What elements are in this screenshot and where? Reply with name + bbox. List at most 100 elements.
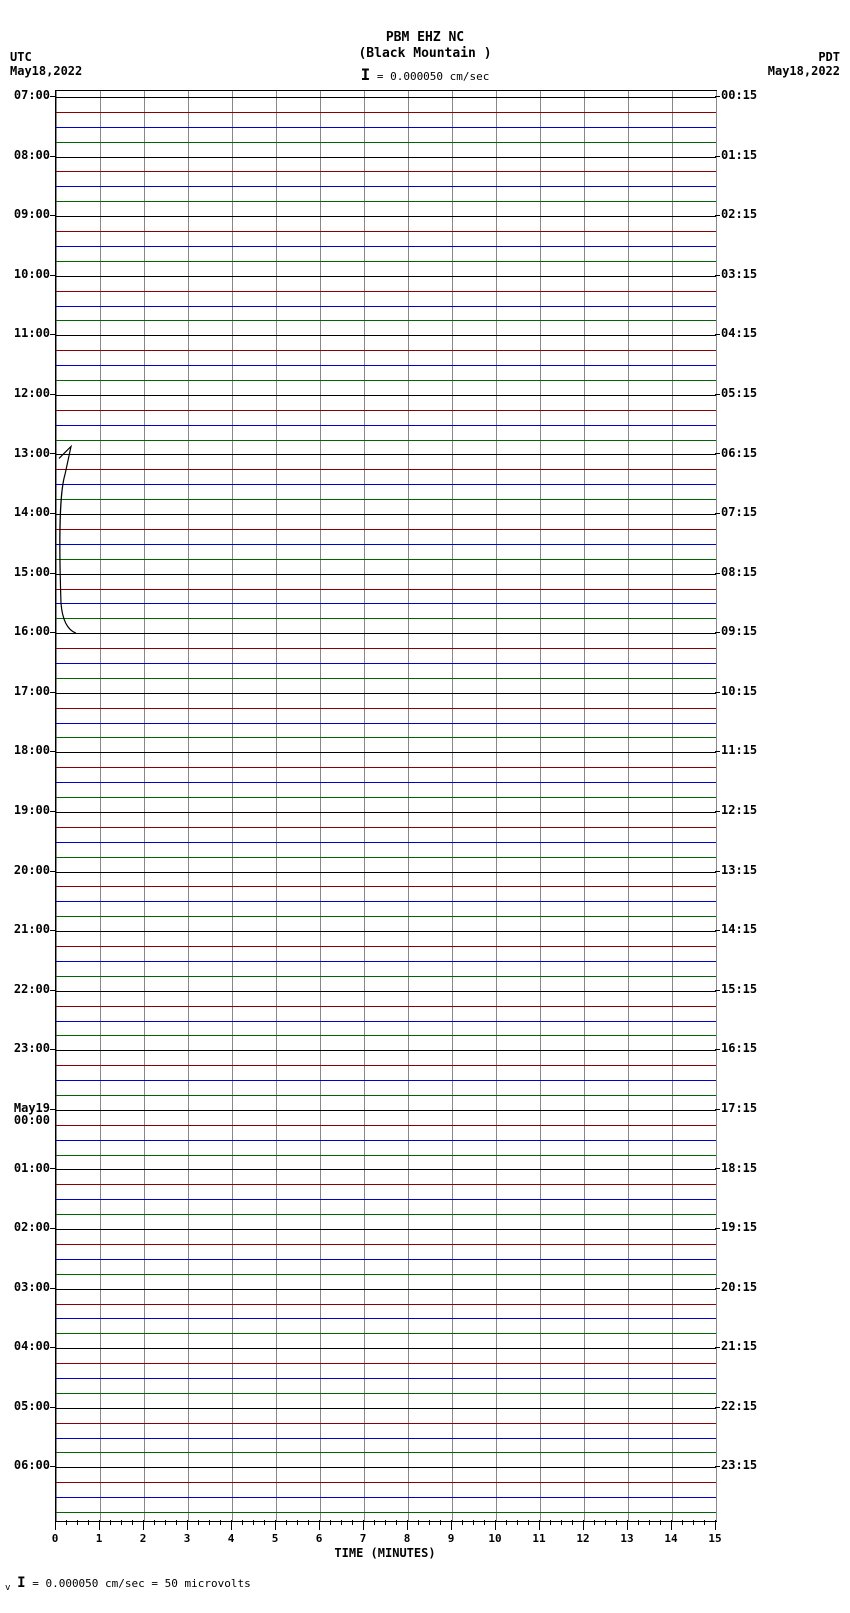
y-tick-right bbox=[715, 334, 720, 335]
utc-time-label: 01:00 bbox=[0, 1161, 50, 1175]
x-minor-tick bbox=[561, 1520, 562, 1525]
y-tick-left bbox=[50, 1109, 55, 1110]
pdt-time-label: 08:15 bbox=[721, 565, 757, 579]
x-minor-tick bbox=[220, 1520, 221, 1525]
y-tick-left bbox=[50, 513, 55, 514]
utc-time-label: 04:00 bbox=[0, 1339, 50, 1353]
pdt-time-label: 01:15 bbox=[721, 148, 757, 162]
pdt-time-label: 13:15 bbox=[721, 863, 757, 877]
utc-time-label: 09:00 bbox=[0, 207, 50, 221]
x-minor-tick bbox=[583, 1520, 584, 1525]
utc-time-label: 14:00 bbox=[0, 505, 50, 519]
y-tick-right bbox=[715, 275, 720, 276]
x-minor-tick bbox=[506, 1520, 507, 1525]
utc-time-label: 17:00 bbox=[0, 684, 50, 698]
y-tick-right bbox=[715, 215, 720, 216]
station-title: PBM EHZ NC bbox=[0, 30, 850, 45]
x-tick-label: 12 bbox=[573, 1532, 593, 1545]
date-right-label: May18,2022 bbox=[768, 64, 840, 78]
y-tick-right bbox=[715, 513, 720, 514]
x-tick-label: 1 bbox=[89, 1532, 109, 1545]
x-minor-tick bbox=[649, 1520, 650, 1525]
x-tick-label: 13 bbox=[617, 1532, 637, 1545]
pdt-time-label: 16:15 bbox=[721, 1041, 757, 1055]
x-minor-tick bbox=[385, 1520, 386, 1525]
y-tick-left bbox=[50, 1228, 55, 1229]
y-tick-left bbox=[50, 1288, 55, 1289]
x-minor-tick bbox=[682, 1520, 683, 1525]
x-minor-tick bbox=[253, 1520, 254, 1525]
x-minor-tick bbox=[264, 1520, 265, 1525]
utc-time-label: 23:00 bbox=[0, 1041, 50, 1055]
y-tick-right bbox=[715, 811, 720, 812]
x-minor-tick bbox=[77, 1520, 78, 1525]
y-tick-left bbox=[50, 453, 55, 454]
x-minor-tick bbox=[198, 1520, 199, 1525]
y-tick-right bbox=[715, 1407, 720, 1408]
utc-time-label: 03:00 bbox=[0, 1280, 50, 1294]
x-minor-tick bbox=[341, 1520, 342, 1525]
pdt-time-label: 23:15 bbox=[721, 1458, 757, 1472]
x-minor-tick bbox=[638, 1520, 639, 1525]
y-tick-left bbox=[50, 692, 55, 693]
x-tick-label: 8 bbox=[397, 1532, 417, 1545]
pdt-time-label: 10:15 bbox=[721, 684, 757, 698]
pdt-time-label: 12:15 bbox=[721, 803, 757, 817]
x-tick-label: 10 bbox=[485, 1532, 505, 1545]
y-tick-left bbox=[50, 96, 55, 97]
station-subtitle: (Black Mountain ) bbox=[0, 46, 850, 61]
x-minor-tick bbox=[121, 1520, 122, 1525]
y-tick-right bbox=[715, 692, 720, 693]
x-minor-tick bbox=[451, 1520, 452, 1525]
pdt-time-label: 02:15 bbox=[721, 207, 757, 221]
x-tick-label: 3 bbox=[177, 1532, 197, 1545]
x-minor-tick bbox=[286, 1520, 287, 1525]
y-tick-left bbox=[50, 394, 55, 395]
y-tick-left bbox=[50, 871, 55, 872]
y-tick-right bbox=[715, 1168, 720, 1169]
x-tick-label: 5 bbox=[265, 1532, 285, 1545]
x-minor-tick bbox=[88, 1520, 89, 1525]
pdt-time-label: 22:15 bbox=[721, 1399, 757, 1413]
x-minor-tick bbox=[484, 1520, 485, 1525]
y-tick-left bbox=[50, 1466, 55, 1467]
y-tick-left bbox=[50, 930, 55, 931]
seismic-event-spike bbox=[56, 91, 716, 1521]
x-minor-tick bbox=[55, 1520, 56, 1525]
x-minor-tick bbox=[407, 1520, 408, 1525]
pdt-time-label: 19:15 bbox=[721, 1220, 757, 1234]
y-tick-left bbox=[50, 751, 55, 752]
y-tick-left bbox=[50, 632, 55, 633]
x-minor-tick bbox=[396, 1520, 397, 1525]
x-minor-tick bbox=[330, 1520, 331, 1525]
x-minor-tick bbox=[528, 1520, 529, 1525]
y-tick-right bbox=[715, 96, 720, 97]
utc-time-label: 22:00 bbox=[0, 982, 50, 996]
x-minor-tick bbox=[429, 1520, 430, 1525]
x-minor-tick bbox=[110, 1520, 111, 1525]
x-minor-tick bbox=[550, 1520, 551, 1525]
utc-time-label: 21:00 bbox=[0, 922, 50, 936]
utc-time-label: 02:00 bbox=[0, 1220, 50, 1234]
x-minor-tick bbox=[143, 1520, 144, 1525]
x-minor-tick bbox=[671, 1520, 672, 1525]
utc-time-label: 10:00 bbox=[0, 267, 50, 281]
utc-time-label: 16:00 bbox=[0, 624, 50, 638]
x-tick-label: 7 bbox=[353, 1532, 373, 1545]
x-minor-tick bbox=[440, 1520, 441, 1525]
x-minor-tick bbox=[319, 1520, 320, 1525]
utc-time-label: 15:00 bbox=[0, 565, 50, 579]
y-tick-right bbox=[715, 1228, 720, 1229]
y-tick-left bbox=[50, 990, 55, 991]
y-tick-left bbox=[50, 1049, 55, 1050]
x-minor-tick bbox=[154, 1520, 155, 1525]
y-tick-right bbox=[715, 1288, 720, 1289]
utc-time-label: 05:00 bbox=[0, 1399, 50, 1413]
pdt-time-label: 21:15 bbox=[721, 1339, 757, 1353]
x-minor-tick bbox=[374, 1520, 375, 1525]
x-minor-tick bbox=[132, 1520, 133, 1525]
utc-time-label: 11:00 bbox=[0, 326, 50, 340]
pdt-time-label: 05:15 bbox=[721, 386, 757, 400]
tz-left-label: UTC bbox=[10, 50, 32, 64]
x-minor-tick bbox=[297, 1520, 298, 1525]
